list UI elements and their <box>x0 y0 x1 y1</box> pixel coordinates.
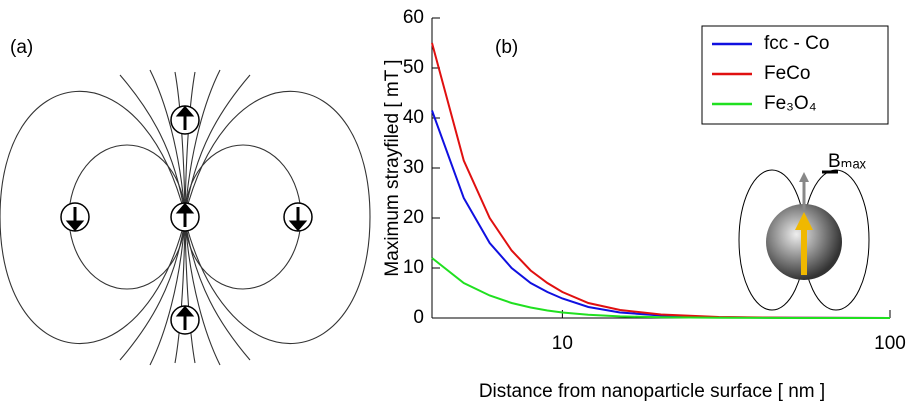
field-line <box>119 219 251 366</box>
moment-head <box>795 212 813 230</box>
line-series <box>431 257 891 319</box>
y-tick-label: 60 <box>403 7 424 28</box>
legend-label: fcc - Co <box>764 33 829 54</box>
y-tick-label: 50 <box>403 57 424 78</box>
panel-label: (b) <box>495 37 518 58</box>
y-tick-label: 40 <box>403 107 424 128</box>
x-tick-label: 10 <box>552 333 573 354</box>
x-axis-title: Distance from nanoparticle surface [ nm … <box>479 381 825 402</box>
x-tick-label: 100 <box>874 333 906 354</box>
legend-label: FeCo <box>764 63 810 84</box>
y-axis-title: Maximum strayfiled [ mT ] <box>382 59 403 276</box>
chart: (b) Distance from nanoparticle surface [… <box>382 7 906 402</box>
annotation: Bₘₐₓ <box>828 151 867 172</box>
moment-arrows <box>65 105 308 330</box>
field-line <box>0 90 186 344</box>
inset: Bₘₐₓ <box>738 151 870 311</box>
y-tick-label: 20 <box>403 207 424 228</box>
panel-label: (a) <box>10 37 33 58</box>
field-line <box>184 90 371 344</box>
y-tick-label: 30 <box>403 157 424 178</box>
y-tick-label: 0 <box>413 307 424 328</box>
y-tick-label: 10 <box>403 257 424 278</box>
dipole-diagram: (a) <box>0 37 371 366</box>
field-line <box>119 69 251 216</box>
legend-label: Fe₃O₄ <box>764 93 817 114</box>
field-arrow-head <box>799 172 809 182</box>
